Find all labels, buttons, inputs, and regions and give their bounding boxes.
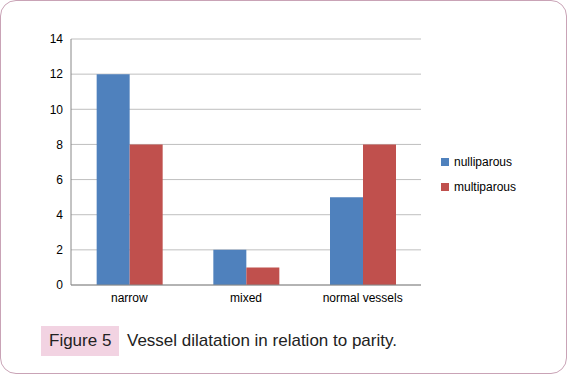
svg-text:8: 8 <box>56 138 63 152</box>
svg-text:6: 6 <box>56 173 63 187</box>
svg-text:14: 14 <box>50 32 64 46</box>
svg-text:0: 0 <box>56 278 63 292</box>
html-text:multiparous: multiparous <box>454 179 516 194</box>
html-text:Vessel dilatation in relation: Vessel dilatation in relation to parity. <box>127 331 397 350</box>
svg-text:4: 4 <box>56 208 63 222</box>
html-text:nulliparous: nulliparous <box>454 154 512 169</box>
svg-text:12: 12 <box>50 67 64 81</box>
html-text:Figure 5: Figure 5 <box>49 331 112 350</box>
svg-text:mixed: mixed <box>230 291 262 305</box>
svg-text:10: 10 <box>50 103 64 117</box>
svg-text:2: 2 <box>56 243 63 257</box>
svg-text:narrow: narrow <box>111 291 148 305</box>
svg-text:normal vessels: normal vessels <box>323 291 403 305</box>
